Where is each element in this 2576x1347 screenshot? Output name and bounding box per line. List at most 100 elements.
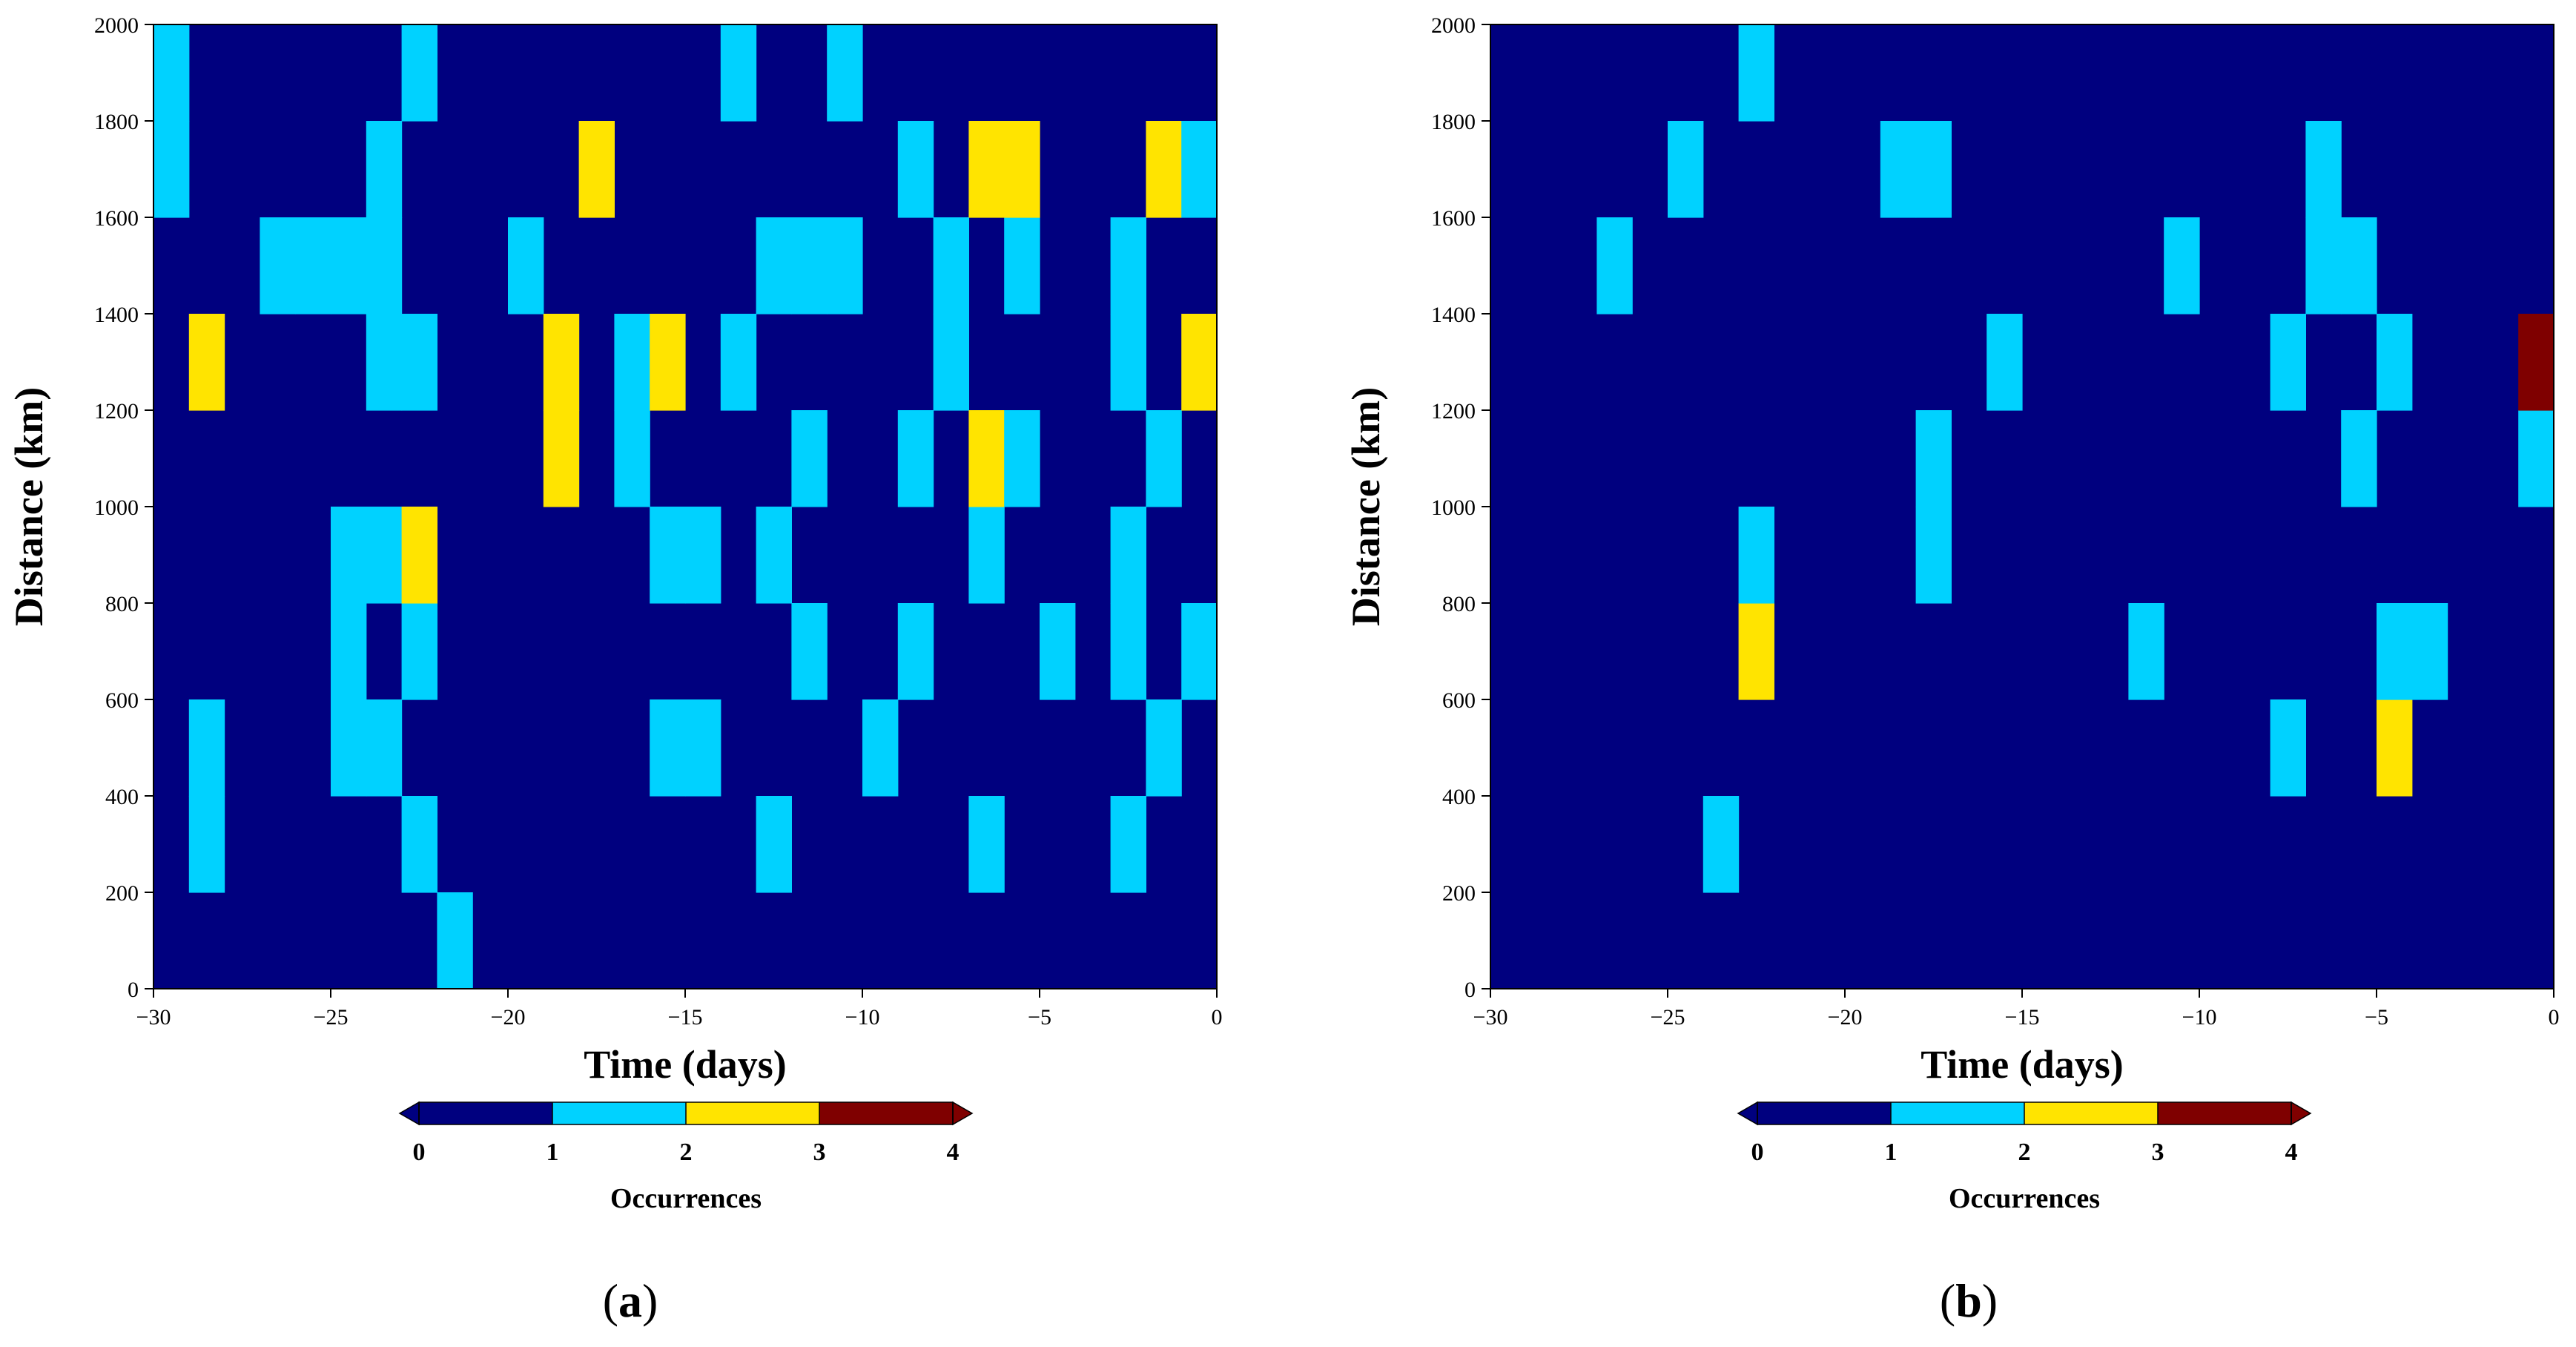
heatmap-cell xyxy=(650,699,686,797)
heatmap-cell xyxy=(2377,314,2413,411)
colorbar-segment xyxy=(1757,1102,1892,1124)
heatmap-cell xyxy=(2128,603,2164,700)
x-tick-label: −30 xyxy=(1473,1005,1508,1030)
x-tick-label: 0 xyxy=(1212,1005,1223,1030)
heatmap-cell xyxy=(968,121,1005,218)
panel-label: (a) xyxy=(603,1274,658,1327)
heatmap-cell xyxy=(188,314,225,411)
colorbar-tick-label: 0 xyxy=(1751,1139,1764,1166)
colorbar: 0 1 2 3 4 Occurrences xyxy=(398,1101,974,1214)
heatmap-cell xyxy=(437,892,473,989)
y-tick-label: 600 xyxy=(1442,688,1476,713)
y-tick-label: 2000 xyxy=(94,13,139,38)
x-tick-label: −30 xyxy=(136,1005,171,1030)
heatmap-cell xyxy=(791,603,828,700)
y-tick-label: 1400 xyxy=(94,303,139,327)
heatmap-cell xyxy=(2305,217,2342,314)
heatmap-cell xyxy=(401,314,437,411)
colorbar-tick-label: 4 xyxy=(2285,1139,2298,1166)
heatmap-cell xyxy=(1110,507,1146,604)
heatmap-cell xyxy=(331,217,367,314)
heatmap-cell xyxy=(2270,314,2306,411)
x-tick-label: −20 xyxy=(491,1005,526,1030)
x-tick-label: −25 xyxy=(314,1005,349,1030)
heatmap-cell xyxy=(2270,699,2306,797)
heatmap-cell xyxy=(366,314,403,411)
heatmap-cell xyxy=(1915,507,1952,604)
heatmap-cell xyxy=(685,507,721,604)
x-tick-label: −25 xyxy=(1651,1005,1685,1030)
heatmap-cell xyxy=(1146,699,1182,797)
colorbar-tick-label: 1 xyxy=(546,1139,559,1166)
heatmap-cell xyxy=(791,410,828,507)
y-tick-label: 0 xyxy=(128,978,139,1002)
x-tick-label: −5 xyxy=(2365,1005,2388,1030)
heatmap-cell xyxy=(401,507,437,604)
colorbar-segment xyxy=(2158,1102,2292,1124)
y-axis-label: Distance (km) xyxy=(7,387,51,626)
heatmap-cell xyxy=(1146,410,1182,507)
heatmap-cell xyxy=(1703,796,1740,893)
heatmap-cell xyxy=(1146,121,1182,218)
x-axis-label: Time (days) xyxy=(584,1042,787,1087)
heatmap-cell xyxy=(366,217,403,314)
heatmap-cell xyxy=(1004,410,1040,507)
heatmap-cell xyxy=(897,121,934,218)
heatmap-cell xyxy=(968,796,1005,893)
y-tick-label: 200 xyxy=(1442,881,1476,906)
colorbar-extend-min xyxy=(1737,1101,1758,1126)
heatmap-cell xyxy=(1596,217,1633,314)
colorbar-segment xyxy=(419,1102,553,1124)
heatmap-cell xyxy=(401,796,437,893)
heatmap-cell xyxy=(188,699,225,797)
heatmap-cell xyxy=(650,314,686,411)
heatmap-cell xyxy=(153,24,190,122)
colorbar-tick-label: 2 xyxy=(680,1139,693,1166)
heatmap-cell xyxy=(897,603,934,700)
y-tick-label: 1200 xyxy=(1431,399,1476,424)
y-tick-label: 0 xyxy=(1464,978,1476,1002)
colorbar-tick-label: 0 xyxy=(413,1139,426,1166)
heatmap-cell xyxy=(1987,314,2023,411)
heatmap-cell xyxy=(2164,217,2200,314)
x-tick-label: −15 xyxy=(2005,1005,2040,1030)
heatmap-cell xyxy=(827,24,863,122)
colorbar-segment xyxy=(1891,1102,2025,1124)
heatmap-cell xyxy=(756,796,792,893)
y-tick-label: 1800 xyxy=(1431,110,1476,134)
heatmap-cell xyxy=(2377,603,2413,700)
heatmap-cell xyxy=(933,217,969,314)
heatmap-cell xyxy=(401,24,437,122)
heatmap-cell xyxy=(1004,121,1040,218)
heatmap-cell xyxy=(720,24,757,122)
colorbar-segment xyxy=(2024,1102,2159,1124)
x-tick-label: −5 xyxy=(1028,1005,1051,1030)
heatmap-cell xyxy=(543,314,580,411)
heatmap-cell xyxy=(1110,603,1146,700)
heatmap-cell xyxy=(260,217,296,314)
y-tick-label: 1800 xyxy=(94,110,139,134)
heatmap-cell xyxy=(188,796,225,893)
heatmap-cell xyxy=(1181,121,1218,218)
heatmap-cell xyxy=(366,699,403,797)
heatmap-cell xyxy=(614,314,650,411)
y-tick-label: 200 xyxy=(105,881,139,906)
heatmap-cell xyxy=(968,410,1005,507)
heatmap-cell xyxy=(2518,410,2554,507)
heatmap-cell xyxy=(153,121,190,218)
heatmap-background xyxy=(1490,24,2554,989)
heatmap-cell xyxy=(331,507,367,604)
heatmap-cell xyxy=(1915,410,1952,507)
x-tick-label: −10 xyxy=(845,1005,880,1030)
heatmap-cell xyxy=(1738,24,1774,122)
heatmap-cell xyxy=(366,507,403,604)
colorbar-extend-min xyxy=(398,1101,420,1126)
y-tick-label: 600 xyxy=(105,688,139,713)
heatmap-cell xyxy=(543,410,580,507)
x-tick-label: −15 xyxy=(668,1005,703,1030)
y-tick-label: 800 xyxy=(105,592,139,616)
heatmap-cell xyxy=(756,507,792,604)
colorbar-segment xyxy=(552,1102,687,1124)
heatmap-cell xyxy=(401,603,437,700)
